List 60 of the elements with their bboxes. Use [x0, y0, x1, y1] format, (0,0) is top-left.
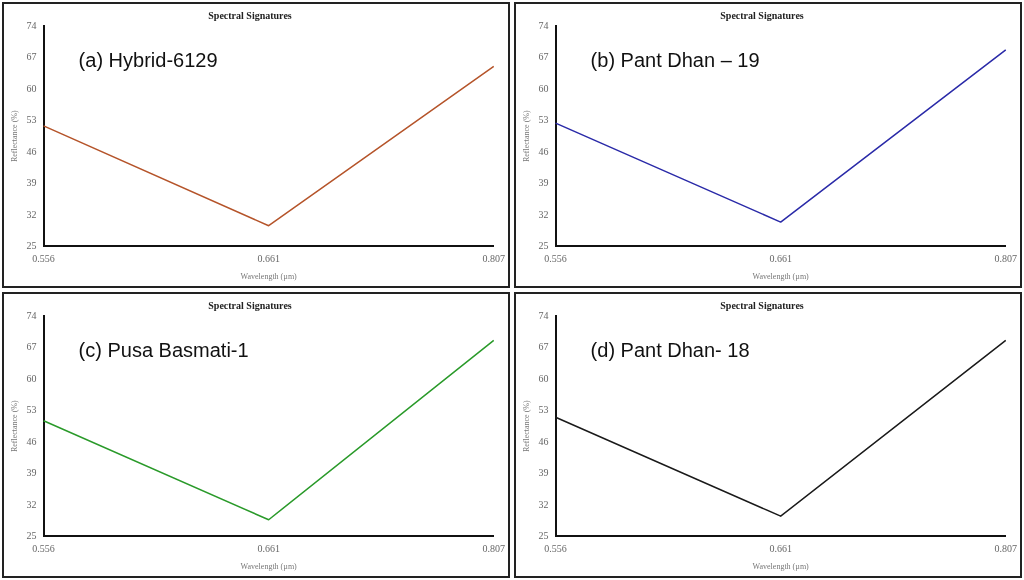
y-tick-label: 60	[26, 82, 37, 94]
y-tick-label: 25	[538, 530, 549, 542]
annotation: (c) Pusa Basmati-1	[78, 338, 249, 361]
chart-title: Spectral Signatures	[208, 9, 292, 21]
x-tick-label: 0.556	[32, 253, 55, 265]
y-tick-label: 74	[26, 309, 37, 321]
y-tick-label: 67	[538, 51, 549, 63]
y-tick-label: 46	[538, 435, 549, 447]
y-tick-label: 39	[26, 467, 37, 479]
x-tick-label: 0.807	[994, 253, 1017, 265]
y-tick-label: 32	[538, 498, 549, 510]
x-axis-title: Wavelength (µm)	[752, 272, 810, 282]
annotation: (a) Hybrid-6129	[78, 48, 218, 71]
y-tick-label: 67	[26, 51, 37, 63]
y-tick-label: 67	[538, 341, 549, 353]
y-axis-title: Reflectance (%)	[521, 400, 531, 453]
y-tick-label: 46	[26, 435, 37, 447]
y-tick-label: 53	[538, 114, 549, 126]
y-tick-label: 32	[26, 208, 37, 220]
y-tick-label: 25	[26, 240, 37, 252]
y-tick-label: 67	[26, 341, 37, 353]
y-axis-title: Reflectance (%)	[9, 110, 19, 163]
x-axis-title: Wavelength (µm)	[752, 562, 810, 572]
y-tick-label: 46	[538, 145, 549, 157]
y-tick-label: 32	[538, 208, 549, 220]
x-tick-label: 0.807	[482, 253, 505, 265]
annotation: (d) Pant Dhan- 18	[590, 338, 750, 361]
x-tick-label: 0.661	[257, 253, 280, 265]
y-tick-label: 39	[538, 467, 549, 479]
y-tick-label: 74	[538, 19, 549, 31]
y-tick-label: 53	[26, 114, 37, 126]
y-tick-label: 25	[538, 240, 549, 252]
y-axis-title: Reflectance (%)	[9, 400, 19, 453]
annotation: (b) Pant Dhan – 19	[590, 48, 760, 71]
y-tick-label: 53	[26, 404, 37, 416]
x-tick-label: 0.807	[482, 543, 505, 555]
x-tick-label: 0.661	[257, 543, 280, 555]
chart-title: Spectral Signatures	[208, 299, 292, 311]
x-tick-label: 0.807	[994, 543, 1017, 555]
x-tick-label: 0.661	[769, 253, 792, 265]
x-axis-title: Wavelength (µm)	[240, 562, 298, 572]
y-tick-label: 32	[26, 498, 37, 510]
x-tick-label: 0.556	[32, 543, 55, 555]
y-tick-label: 74	[26, 19, 37, 31]
y-tick-label: 39	[538, 177, 549, 189]
y-tick-label: 60	[538, 82, 549, 94]
x-axis-title: Wavelength (µm)	[240, 272, 298, 282]
chart-title: Spectral Signatures	[720, 299, 804, 311]
x-tick-label: 0.556	[544, 543, 567, 555]
y-tick-label: 46	[26, 145, 37, 157]
y-tick-label: 39	[26, 177, 37, 189]
x-tick-label: 0.661	[769, 543, 792, 555]
y-tick-label: 53	[538, 404, 549, 416]
x-tick-label: 0.556	[544, 253, 567, 265]
chart-title: Spectral Signatures	[720, 9, 804, 21]
y-tick-label: 60	[26, 372, 37, 384]
y-tick-label: 60	[538, 372, 549, 384]
y-tick-label: 25	[26, 530, 37, 542]
y-tick-label: 74	[538, 309, 549, 321]
y-axis-title: Reflectance (%)	[521, 110, 531, 163]
